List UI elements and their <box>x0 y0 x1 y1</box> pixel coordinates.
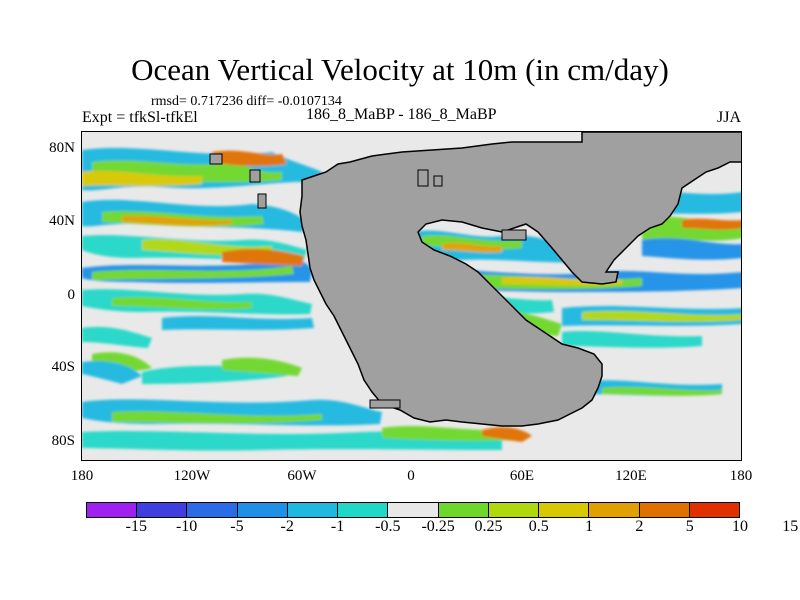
colorbar-label: 5 <box>685 518 694 535</box>
colorbar-label: 0.5 <box>528 518 549 535</box>
colorbar <box>86 502 740 518</box>
map-panel <box>81 131 742 461</box>
y-tick-label: 80N <box>49 140 75 156</box>
colorbar-label: -0.5 <box>375 518 401 535</box>
colorbar-label: -2 <box>280 518 294 535</box>
colorbar-box <box>187 503 238 517</box>
colorbar-label: -1 <box>330 518 345 535</box>
velocity-field <box>82 132 741 460</box>
colorbar-label: -10 <box>175 518 198 535</box>
x-tick-label: 60E <box>509 468 535 484</box>
colorbar-label: -0.25 <box>421 518 455 535</box>
season-label: JJA <box>716 109 741 126</box>
colorbar-box <box>338 503 389 517</box>
experiment-label: Expt = tfkSl-tfkEl <box>82 109 198 126</box>
y-tick-label: 80S <box>51 433 75 449</box>
x-tick-label: 120W <box>173 468 211 484</box>
colorbar-label: -15 <box>125 518 147 535</box>
x-tick-label: 60W <box>287 468 317 484</box>
colorbar-box <box>237 503 288 517</box>
colorbar-box <box>87 503 138 517</box>
plot-title: Ocean Vertical Velocity at 10m (in cm/da… <box>131 52 669 87</box>
y-tick-label: 40S <box>51 359 75 375</box>
y-tick-label: 40N <box>49 213 75 229</box>
x-tick-label: 0 <box>407 468 415 484</box>
x-tick-label: 180 <box>70 468 94 484</box>
colorbar-label: 2 <box>635 518 644 535</box>
colorbar-box <box>689 503 740 517</box>
x-tick-label: 120E <box>615 468 647 484</box>
colorbar-box <box>438 503 489 517</box>
stats-label: rmsd= 0.717236 diff= -0.0107134 <box>151 94 342 109</box>
colorbar-box <box>137 503 188 517</box>
case-label: 186_8_MaBP - 186_8_MaBP <box>306 106 497 123</box>
colorbar-label: 10 <box>732 518 748 535</box>
colorbar-label: -5 <box>230 518 244 535</box>
colorbar-box <box>287 503 339 517</box>
y-tick-label: 0 <box>67 287 76 303</box>
x-tick-label: 180 <box>729 468 753 484</box>
colorbar-label: 1 <box>585 518 594 535</box>
colorbar-box <box>639 503 690 517</box>
colorbar-label: 15 <box>782 518 799 535</box>
colorbar-box <box>388 503 439 517</box>
colorbar-box <box>589 503 640 517</box>
colorbar-box <box>488 503 540 517</box>
colorbar-label: 0.25 <box>474 518 503 535</box>
colorbar-box <box>539 503 590 517</box>
